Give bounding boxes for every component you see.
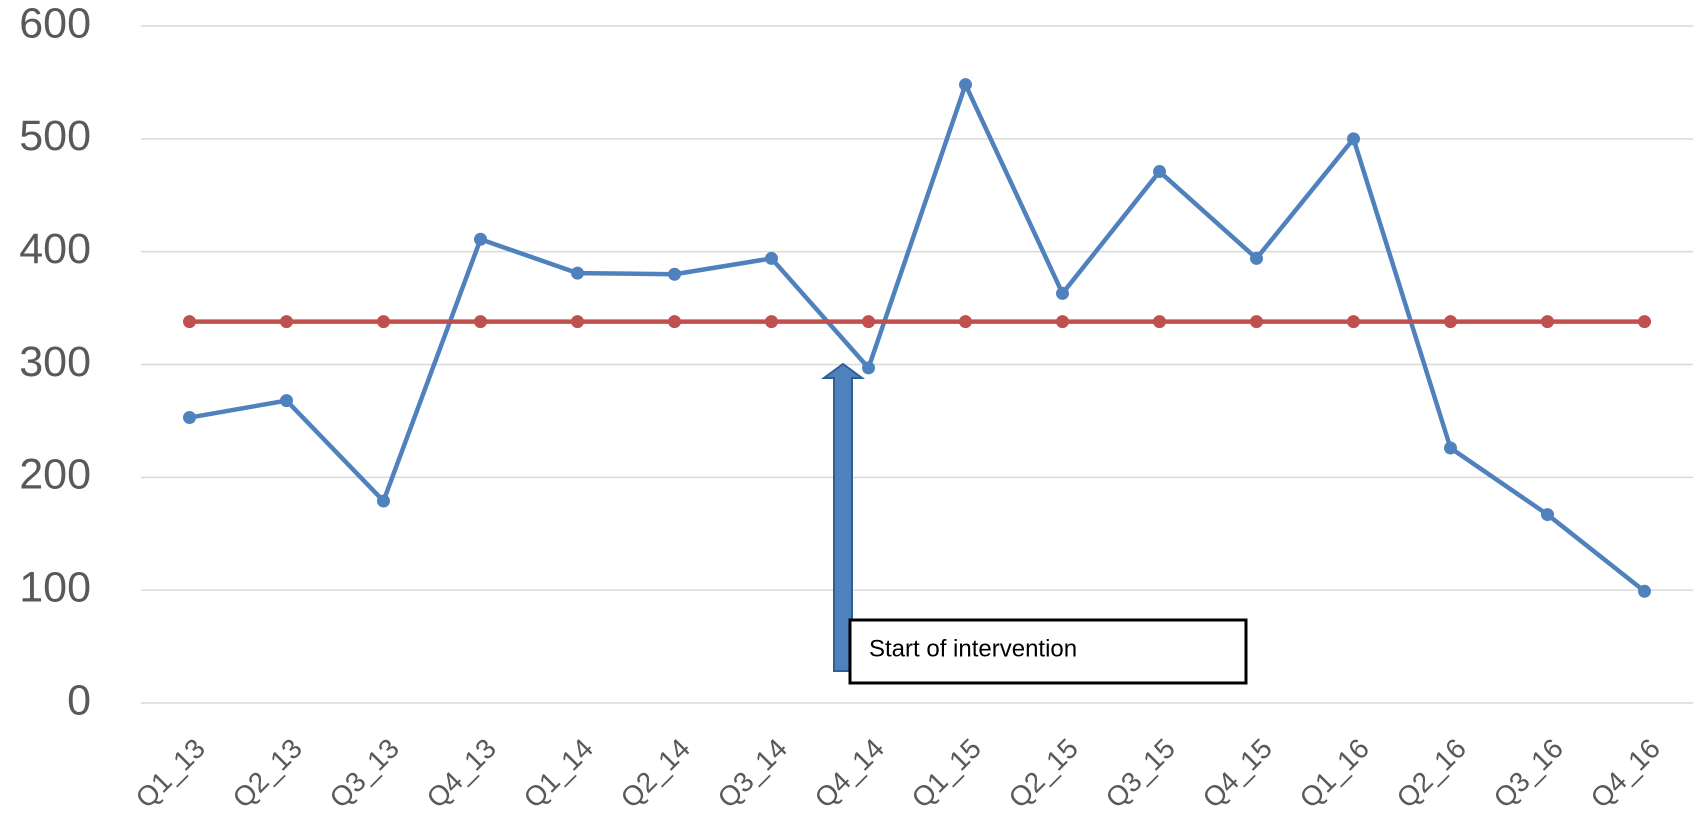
x-tick-label: Q4_16 (1585, 733, 1666, 814)
data-point (1347, 132, 1360, 146)
x-tick-label: Q1_13 (130, 733, 211, 814)
x-tick-label: Q4_13 (421, 733, 502, 814)
x-tick-label: Q3_15 (1100, 733, 1181, 814)
data-point (765, 251, 778, 265)
data-point (862, 361, 875, 375)
x-tick-label: Q3_16 (1488, 733, 1569, 814)
data-point (1347, 315, 1360, 329)
grid (141, 25, 1693, 704)
y-tick-label: 0 (67, 676, 91, 724)
x-tick-label: Q4_14 (809, 733, 890, 814)
annotation: Start of intervention (820, 362, 1248, 685)
data-point (280, 315, 293, 329)
x-tick-label: Q4_15 (1197, 733, 1278, 814)
data-point (1638, 584, 1651, 598)
data-point (377, 315, 390, 329)
data-point (668, 267, 681, 281)
data-point (1153, 315, 1166, 329)
data-point (1153, 165, 1166, 179)
data-point (1250, 251, 1263, 265)
data-point (377, 494, 390, 508)
x-tick-label: Q2_13 (227, 733, 308, 814)
y-tick-label: 100 (19, 564, 91, 612)
x-tick-label: Q2_14 (615, 733, 696, 814)
data-point (571, 266, 584, 280)
x-tick-label: Q3_14 (712, 733, 793, 814)
x-tick-label: Q2_15 (1003, 733, 1084, 814)
x-tick-label: Q2_16 (1391, 733, 1472, 814)
data-point (668, 315, 681, 329)
y-axis: 0 100 200 300 400 500 600 (19, 0, 91, 724)
data-point (1541, 508, 1554, 522)
data-point (1056, 315, 1069, 329)
y-tick-label: 500 (19, 112, 91, 160)
data-point (1444, 315, 1457, 329)
data-point (571, 315, 584, 329)
data-point (959, 315, 972, 329)
data-point (1056, 286, 1069, 300)
annotation-text: Start of intervention (869, 635, 1077, 662)
data-point (862, 315, 875, 329)
x-axis: Q1_13 Q2_13 Q3_13 Q4_13 Q1_14 Q2_14 Q3_14 Q4_14… (130, 733, 1666, 814)
data-point (1541, 315, 1554, 329)
y-tick-label: 200 (19, 451, 91, 499)
data-point (959, 78, 972, 92)
data-point (1444, 441, 1457, 455)
annotation-box (848, 618, 1248, 685)
y-tick-label: 600 (19, 0, 91, 47)
x-tick-label: Q1_14 (518, 733, 599, 814)
data-point (1638, 315, 1651, 329)
data-point (1250, 315, 1263, 329)
data-point (183, 315, 196, 329)
data-point (474, 315, 487, 329)
x-tick-label: Q1_15 (906, 733, 987, 814)
series (183, 78, 1651, 598)
data-point (280, 394, 293, 408)
y-tick-label: 400 (19, 225, 91, 273)
data-point (183, 411, 196, 425)
series-line (189, 82, 1646, 594)
data-point (765, 315, 778, 329)
y-tick-label: 300 (19, 338, 91, 386)
x-tick-label: Q1_16 (1294, 733, 1375, 814)
data-point (474, 232, 487, 246)
x-tick-label: Q3_13 (324, 733, 405, 814)
